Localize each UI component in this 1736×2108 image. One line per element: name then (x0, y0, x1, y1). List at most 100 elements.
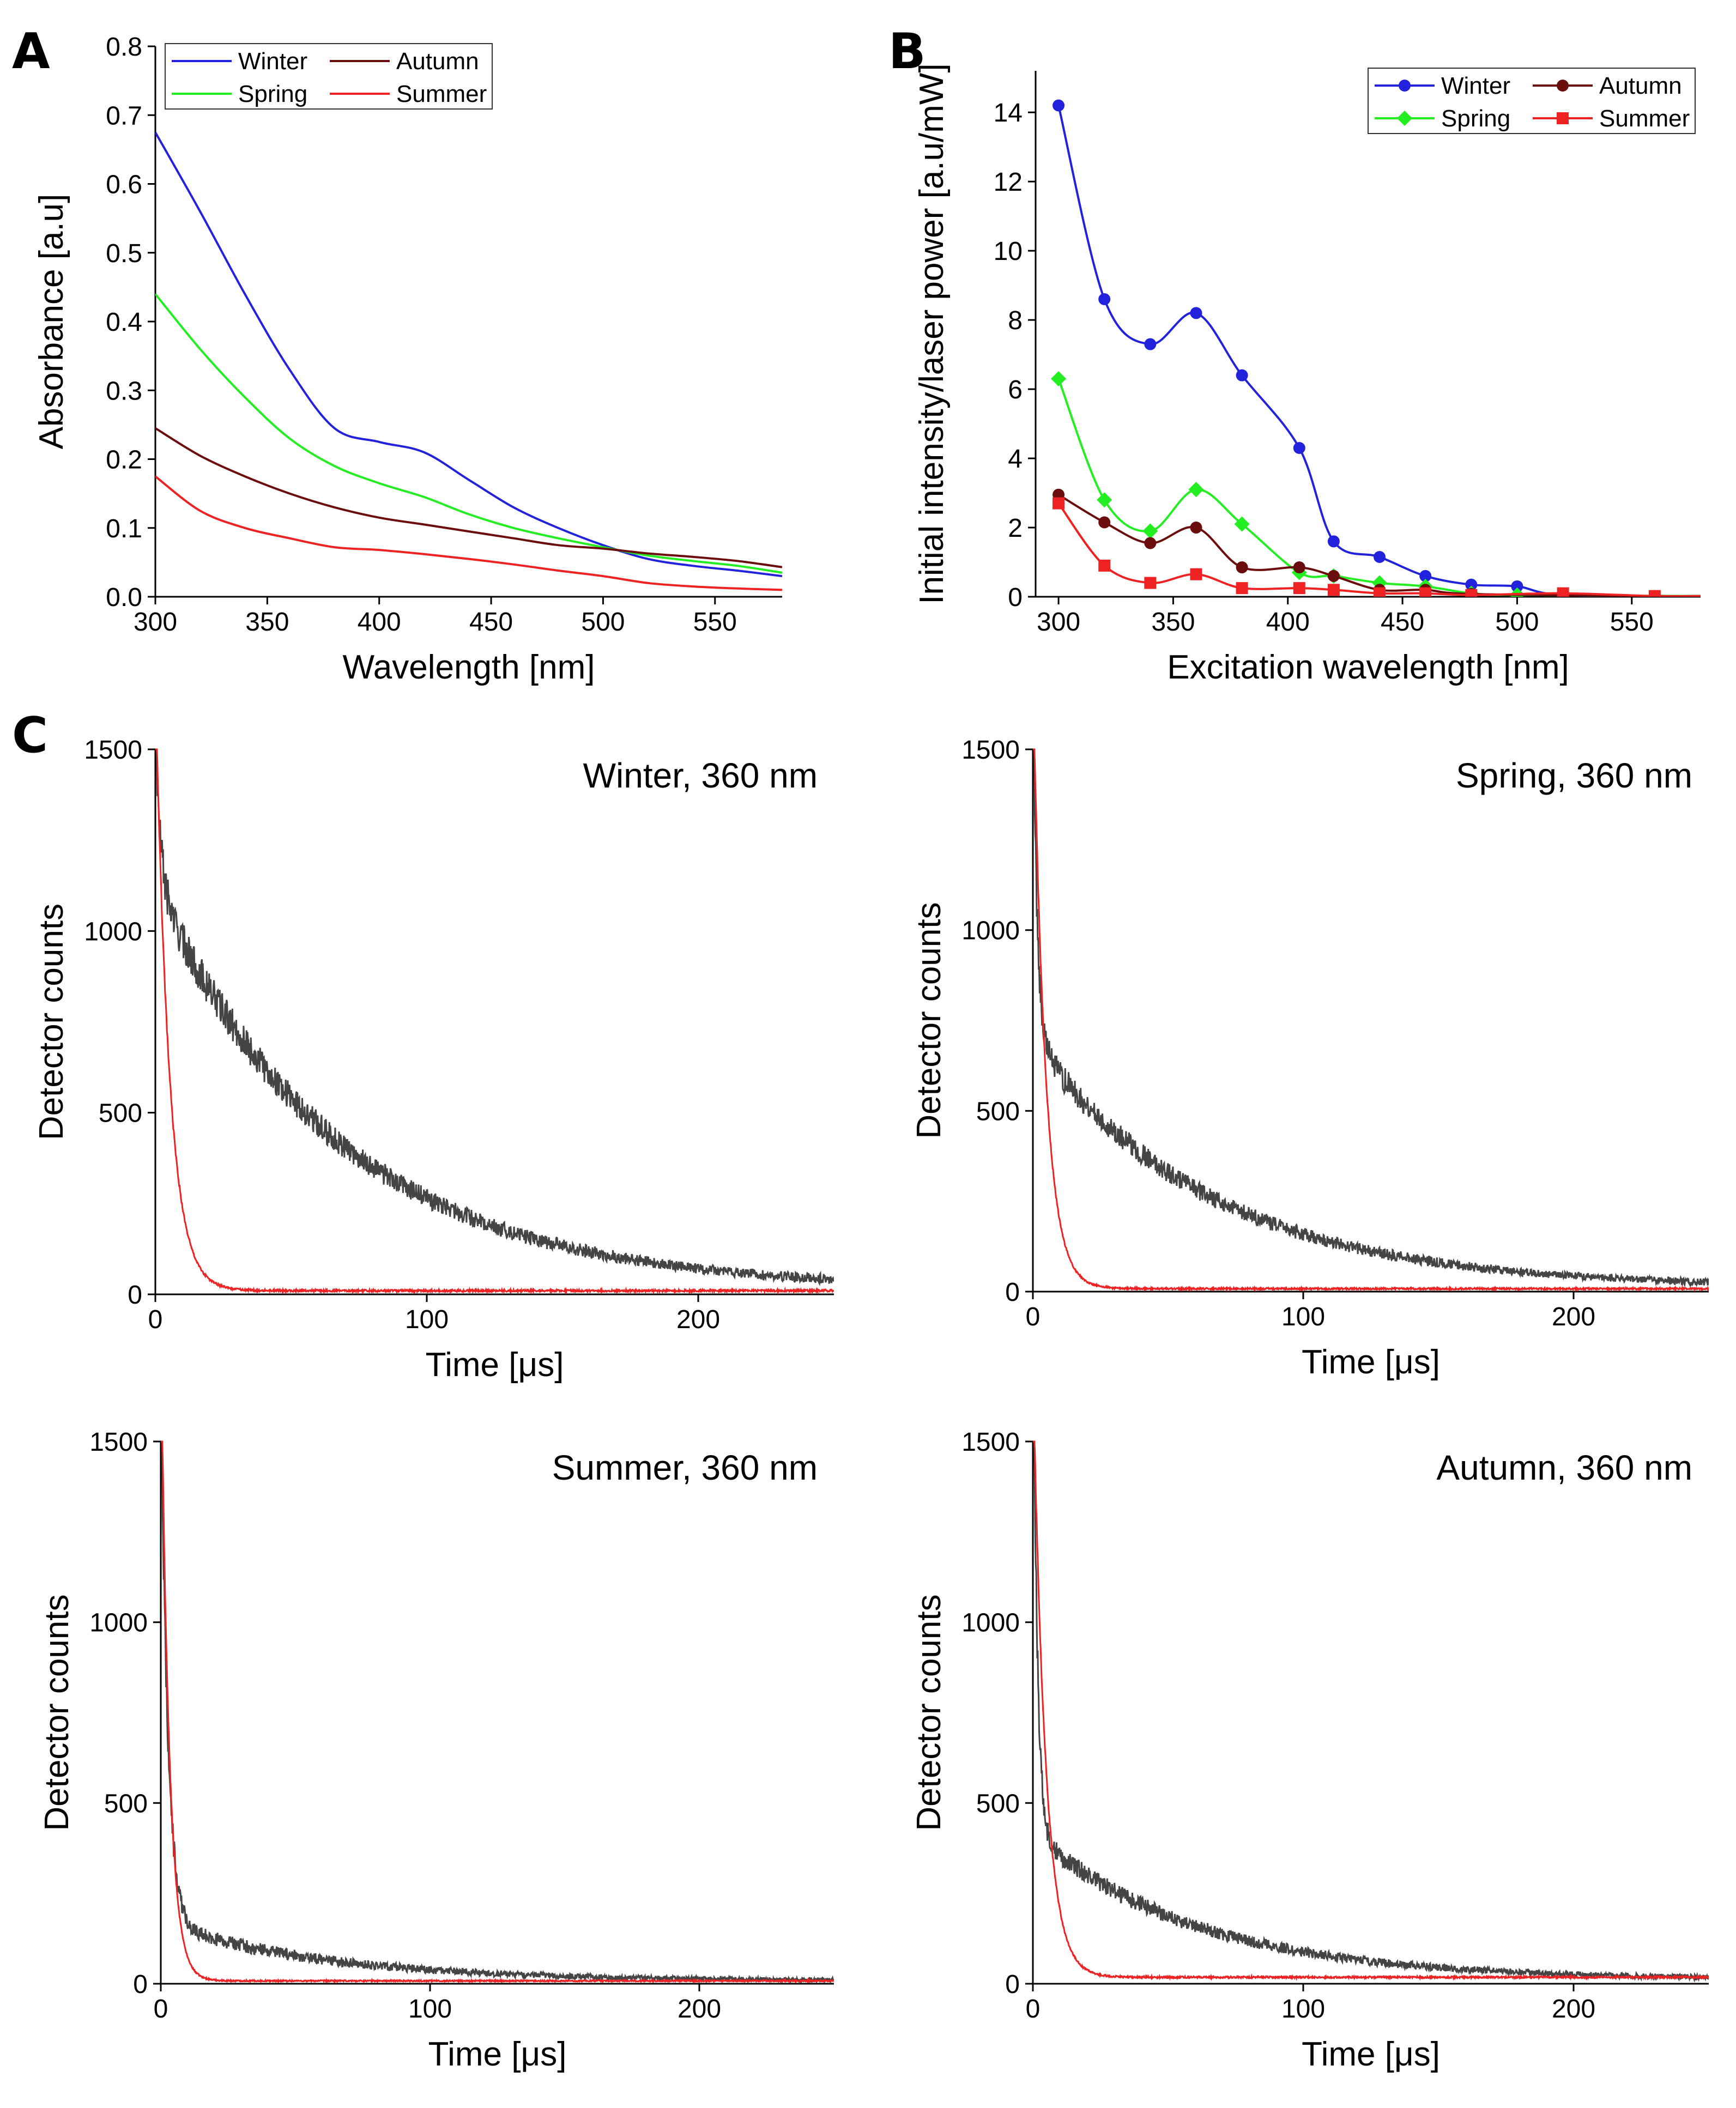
x-tick-label: 300 (1037, 608, 1080, 637)
data-point-marker (1144, 338, 1157, 350)
data-point-marker (1557, 587, 1569, 597)
x-tick-label: 100 (1281, 1303, 1325, 1331)
data-point-marker (1053, 497, 1065, 510)
decay-trace-dark (1033, 748, 1709, 1288)
chart-annotation: Summer, 360 nm (552, 1448, 818, 1487)
data-point-marker (1327, 584, 1340, 596)
plot-area (1051, 99, 1701, 597)
data-point-marker (1327, 570, 1340, 582)
decay-trace-red (1033, 1440, 1709, 1981)
chart-annotation: Spring, 360 nm (1456, 756, 1692, 795)
data-point-marker (1190, 522, 1202, 534)
legend-label: Autumn (1599, 72, 1682, 99)
y-axis-label: Detector counts (910, 1594, 948, 1831)
data-point-marker (1511, 580, 1523, 592)
plot-area (161, 1440, 834, 1984)
y-tick-label: 0.8 (106, 33, 142, 62)
charts-group: 300 350 400 450 500 5500.00.10.20.30.40.50.60… (33, 33, 1709, 2073)
chart-annotation: Autumn, 360 nm (1436, 1448, 1692, 1487)
panel-label-b: B (888, 23, 926, 80)
data-point-marker (1144, 537, 1157, 549)
y-tick-label: 2 (1008, 514, 1023, 543)
y-tick-label: 1000 (89, 1609, 148, 1638)
data-point-marker (1190, 307, 1202, 319)
series-line-autumn (155, 427, 782, 568)
y-tick-label: 12 (994, 168, 1023, 197)
data-point-marker (1097, 492, 1112, 508)
x-tick-label: 100 (408, 1995, 452, 2024)
data-point-marker (1397, 111, 1412, 126)
data-point-marker (1098, 559, 1111, 572)
data-point-marker (1188, 482, 1204, 498)
y-tick-label: 0.2 (106, 446, 142, 475)
decay-trace-dark (161, 1440, 834, 1984)
x-tick-label: 450 (1381, 608, 1424, 637)
y-axis-label: Detector counts (33, 904, 70, 1140)
series-line-winter (1057, 105, 1701, 597)
y-tick-label: 0 (1008, 583, 1023, 612)
data-point-marker (1236, 369, 1248, 381)
y-tick-label: 500 (976, 1789, 1020, 1818)
chart-c-spring: 0 100 200 0 500 1000 1500 Time [μs] Detector cou… (910, 736, 1709, 1381)
legend-label: Winter (1441, 72, 1510, 99)
y-tick-label: 1000 (961, 917, 1020, 946)
data-point-marker (1236, 582, 1248, 595)
y-tick-label: 500 (99, 1099, 142, 1128)
x-tick-label: 100 (1281, 1995, 1325, 2024)
chart-c-winter: 0 100 200 0 500 1000 1500 Time [μs] Detector cou… (33, 736, 834, 1384)
data-point-marker (1142, 523, 1158, 539)
series-line-spring (155, 293, 782, 574)
y-tick-label: 8 (1008, 306, 1023, 335)
decay-trace-dark (1033, 1440, 1709, 1983)
data-point-marker (1190, 568, 1202, 580)
legend-label: Summer (396, 81, 487, 107)
chart-c-autumn: 0 100 200 0 500 1000 1500 Time [μs] Detector cou… (910, 1428, 1709, 2073)
y-tick-label: 0 (133, 1970, 148, 1999)
x-tick-label: 400 (358, 608, 401, 637)
y-tick-label: 0.0 (106, 583, 142, 612)
x-axis-label: Excitation wavelength [nm] (1167, 649, 1569, 686)
data-point-marker (1399, 80, 1411, 92)
x-tick-label: 450 (469, 608, 513, 637)
y-tick-label: 0.5 (106, 239, 142, 268)
y-axis-label: Detector counts (38, 1594, 76, 1831)
decay-trace-red (155, 748, 834, 1294)
x-tick-label: 0 (1026, 1995, 1041, 2024)
y-tick-label: 0 (128, 1281, 142, 1310)
x-axis-label: Wavelength [nm] (343, 649, 595, 686)
x-tick-label: 0 (1026, 1303, 1041, 1331)
x-tick-label: 350 (1151, 608, 1195, 637)
legend-box (165, 43, 493, 110)
y-tick-label: 0.7 (106, 101, 142, 130)
data-point-marker (1051, 371, 1067, 387)
plot-area (1033, 748, 1709, 1292)
plot-area (155, 748, 834, 1294)
data-point-marker (1293, 582, 1305, 595)
data-point-marker (1374, 587, 1386, 597)
chart-annotation: Winter, 360 nm (583, 756, 818, 795)
y-tick-label: 10 (994, 237, 1023, 266)
y-tick-label: 0.3 (106, 377, 142, 405)
y-tick-label: 1000 (961, 1609, 1020, 1638)
x-tick-label: 400 (1266, 608, 1310, 637)
data-point-marker (1098, 516, 1111, 529)
decay-trace-dark (155, 748, 834, 1287)
y-tick-label: 1500 (961, 736, 1020, 765)
legend-label: Winter (238, 48, 307, 75)
data-point-marker (1144, 577, 1157, 589)
y-axis-label: Detector counts (910, 902, 948, 1138)
data-point-marker (1648, 590, 1661, 597)
series-line-summer (155, 475, 782, 591)
x-tick-label: 0 (148, 1305, 163, 1334)
data-point-marker (1098, 293, 1111, 306)
data-point-marker (1465, 589, 1478, 597)
data-point-marker (1419, 570, 1432, 582)
legend-label: Summer (1599, 105, 1690, 132)
x-tick-label: 200 (678, 1995, 721, 2024)
y-tick-label: 4 (1008, 445, 1023, 474)
x-tick-label: 550 (693, 608, 737, 637)
x-tick-label: 200 (1552, 1303, 1595, 1331)
x-tick-label: 500 (1495, 608, 1539, 637)
y-tick-label: 1500 (89, 1428, 148, 1457)
